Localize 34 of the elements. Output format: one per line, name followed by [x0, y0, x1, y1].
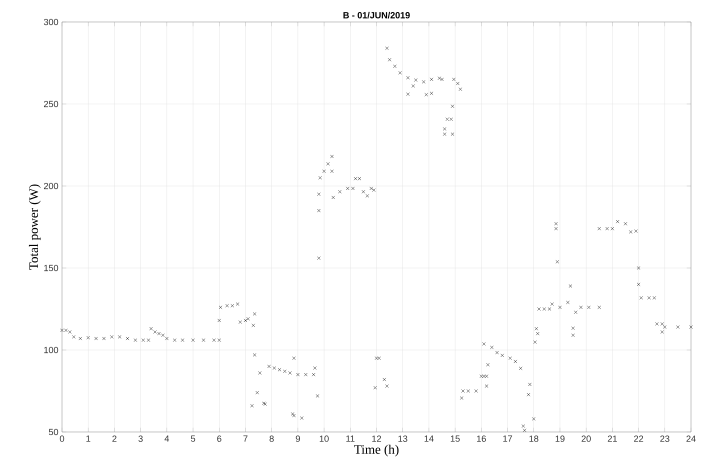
x-tick-label: 14 [424, 436, 434, 442]
x-tick-label: 18 [529, 436, 538, 442]
x-tick-label: 0 [60, 436, 64, 442]
x-tick-label: 24 [686, 436, 696, 442]
y-tick-label: 50 [48, 428, 58, 436]
x-axis-title: Time (h) [354, 444, 399, 457]
y-axis-title: Total power (W) [28, 184, 41, 270]
x-tick-label: 6 [217, 436, 222, 442]
x-tick-label: 21 [608, 436, 617, 442]
x-tick-label: 10 [320, 436, 329, 442]
x-tick-label: 1 [86, 436, 90, 442]
y-tick-label: 100 [44, 346, 58, 354]
x-tick-label: 23 [660, 436, 670, 442]
x-tick-label: 11 [346, 436, 355, 442]
x-tick-label: 12 [372, 436, 382, 442]
x-tick-label: 13 [398, 436, 408, 442]
x-tick-label: 16 [477, 436, 486, 442]
x-tick-label: 15 [450, 436, 460, 442]
x-tick-label: 20 [582, 436, 591, 442]
y-tick-label: 200 [44, 182, 58, 190]
x-tick-label: 9 [296, 436, 300, 442]
x-tick-label: 7 [243, 436, 248, 442]
x-tick-label: 3 [138, 436, 143, 442]
x-tick-label: 2 [112, 436, 116, 442]
x-tick-label: 22 [634, 436, 644, 442]
x-tick-label: 17 [503, 436, 512, 442]
y-tick-label: 250 [44, 100, 58, 108]
x-tick-label: 5 [190, 436, 196, 442]
x-tick-label: 4 [164, 436, 170, 442]
x-tick-label: 8 [270, 436, 274, 442]
x-tick-label: 19 [556, 436, 565, 442]
y-tick-label: 300 [44, 18, 58, 26]
chart-title: B - 01/JUN/2019 [343, 12, 410, 19]
y-tick-label: 150 [44, 264, 58, 272]
